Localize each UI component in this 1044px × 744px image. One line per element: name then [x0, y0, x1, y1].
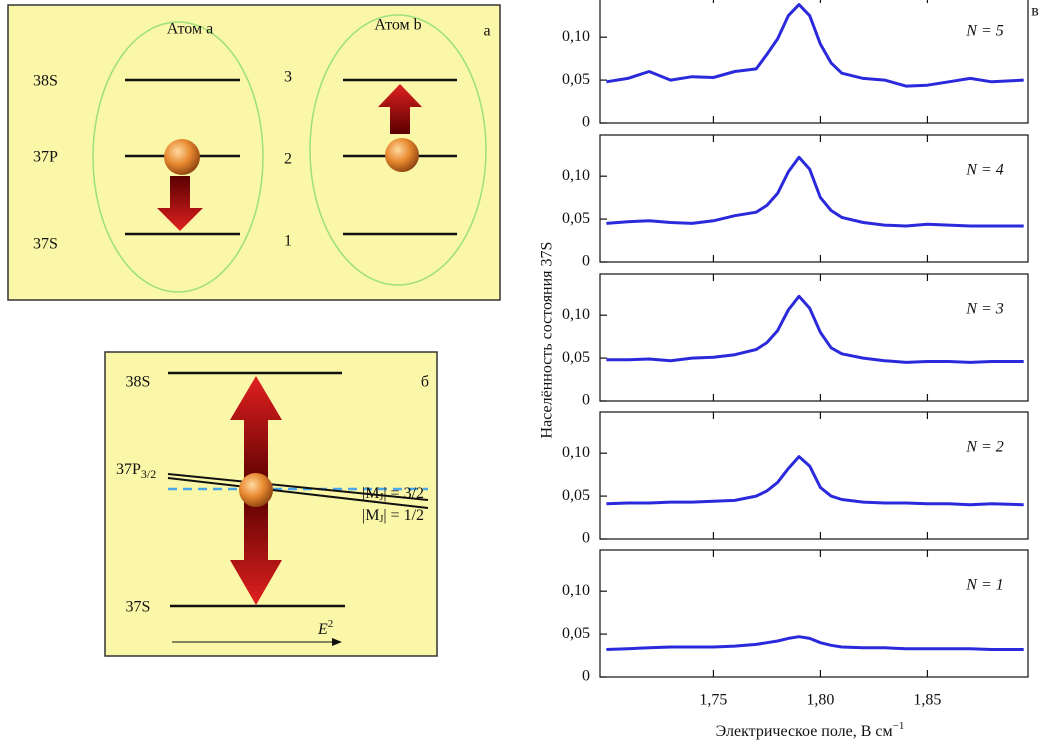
atom-outline: [92, 21, 264, 293]
text: 37P: [116, 461, 141, 478]
arrow: [157, 176, 203, 231]
x-axis-label: Электрическое поле, В см−1: [716, 720, 905, 740]
plot-frame: [599, 273, 1029, 402]
data-line: [606, 635, 1024, 651]
y-tick-label: 0: [582, 253, 590, 270]
panel-b: 38S 37P3/2 37S б |MJ| = 3/2 |MJ| = 1/2 E…: [104, 351, 438, 657]
y-tick-label: 0: [582, 668, 590, 685]
y-tick-label: 0,10: [562, 28, 590, 45]
level-number: 1: [284, 233, 292, 250]
y-tick-label: 0,10: [562, 306, 590, 323]
atom-ball: [385, 138, 419, 172]
y-tick-label: 0,10: [562, 582, 590, 599]
text: | = 1/2: [383, 507, 424, 524]
panel-annotation: N = 4: [965, 162, 1003, 179]
panel-label: в: [1031, 3, 1039, 20]
superscript: −1: [893, 720, 905, 732]
level-label: 37S: [33, 236, 58, 253]
panel-annotation: N = 2: [965, 439, 1003, 456]
text: |M: [362, 507, 379, 524]
mj-label: |MJ| = 1/2: [362, 507, 424, 526]
panel-a: Атом a Атом b а 38S 37P 37S 3 2 1: [7, 4, 501, 301]
y-tick-label: 0,05: [562, 349, 590, 366]
text: E: [317, 621, 328, 638]
y-axis-label: Населённость состояния 37S: [539, 242, 556, 439]
y-tick-label: 0: [582, 530, 590, 547]
atom-outline: [309, 14, 487, 286]
line-chart: 0 0,05 0,10 N = 4: [562, 134, 1029, 270]
line-chart: 0 0,05 0,10 N = 3: [562, 273, 1029, 409]
plot-frame: [599, 134, 1029, 263]
line-chart: 0 0,05 0,10 N = 5: [562, 0, 1029, 131]
line-chart: 0 0,05 0,10 N = 2: [562, 411, 1029, 547]
text: | = 3/2: [383, 485, 424, 502]
panel-label: б: [421, 374, 429, 391]
level-label: 37P3/2: [116, 461, 156, 481]
y-tick-label: 0,05: [562, 210, 590, 227]
panel-label: а: [483, 23, 490, 40]
atom-label: Атом a: [167, 21, 213, 38]
atom-ball: [239, 473, 273, 507]
line-chart: 0 0,05 0,10 1,75 1,80 1,85 N = 1: [562, 549, 1029, 709]
panel-annotation: N = 3: [965, 301, 1003, 318]
y-tick-label: 0,05: [562, 487, 590, 504]
data-line: [606, 455, 1024, 507]
data-line: [606, 294, 1024, 364]
subscript: 3/2: [141, 467, 156, 481]
y-tick-label: 0,05: [562, 71, 590, 88]
y-tick-label: 0: [582, 114, 590, 131]
atom-ball: [164, 139, 200, 175]
level-line: [167, 473, 429, 501]
plot-frame: [599, 411, 1029, 540]
level-label: 37P: [33, 149, 58, 166]
subscript: J: [379, 492, 383, 503]
arrow: [378, 84, 422, 134]
level-line: [167, 477, 429, 509]
field-arrowhead: [332, 638, 342, 646]
panel-annotation: N = 5: [965, 23, 1003, 40]
level-label: 37S: [126, 599, 151, 616]
atom-label: Атом b: [374, 17, 421, 34]
level-number: 3: [284, 69, 292, 86]
subscript: J: [379, 514, 383, 525]
data-line: [606, 3, 1024, 88]
plot-frame: [599, 0, 1029, 124]
y-tick-label: 0,05: [562, 625, 590, 642]
mj-label: |MJ| = 3/2: [362, 485, 424, 504]
plot-frame: [599, 549, 1029, 678]
level-label: 38S: [33, 73, 58, 90]
text: |M: [362, 485, 379, 502]
field-label: E2: [317, 618, 333, 638]
level-label: 38S: [126, 374, 151, 391]
x-tick-label: 1,85: [913, 692, 941, 709]
y-tick-label: 0,10: [562, 444, 590, 461]
x-tick-label: 1,80: [806, 692, 834, 709]
level-number: 2: [284, 151, 292, 168]
data-line: [606, 155, 1024, 228]
panel-frame: [7, 4, 501, 301]
x-tick-label: 1,75: [699, 692, 727, 709]
panel-annotation: N = 1: [965, 577, 1003, 594]
y-tick-label: 0: [582, 392, 590, 409]
superscript: 2: [328, 618, 334, 630]
y-tick-label: 0,10: [562, 167, 590, 184]
text: Электрическое поле, В см: [716, 723, 893, 740]
